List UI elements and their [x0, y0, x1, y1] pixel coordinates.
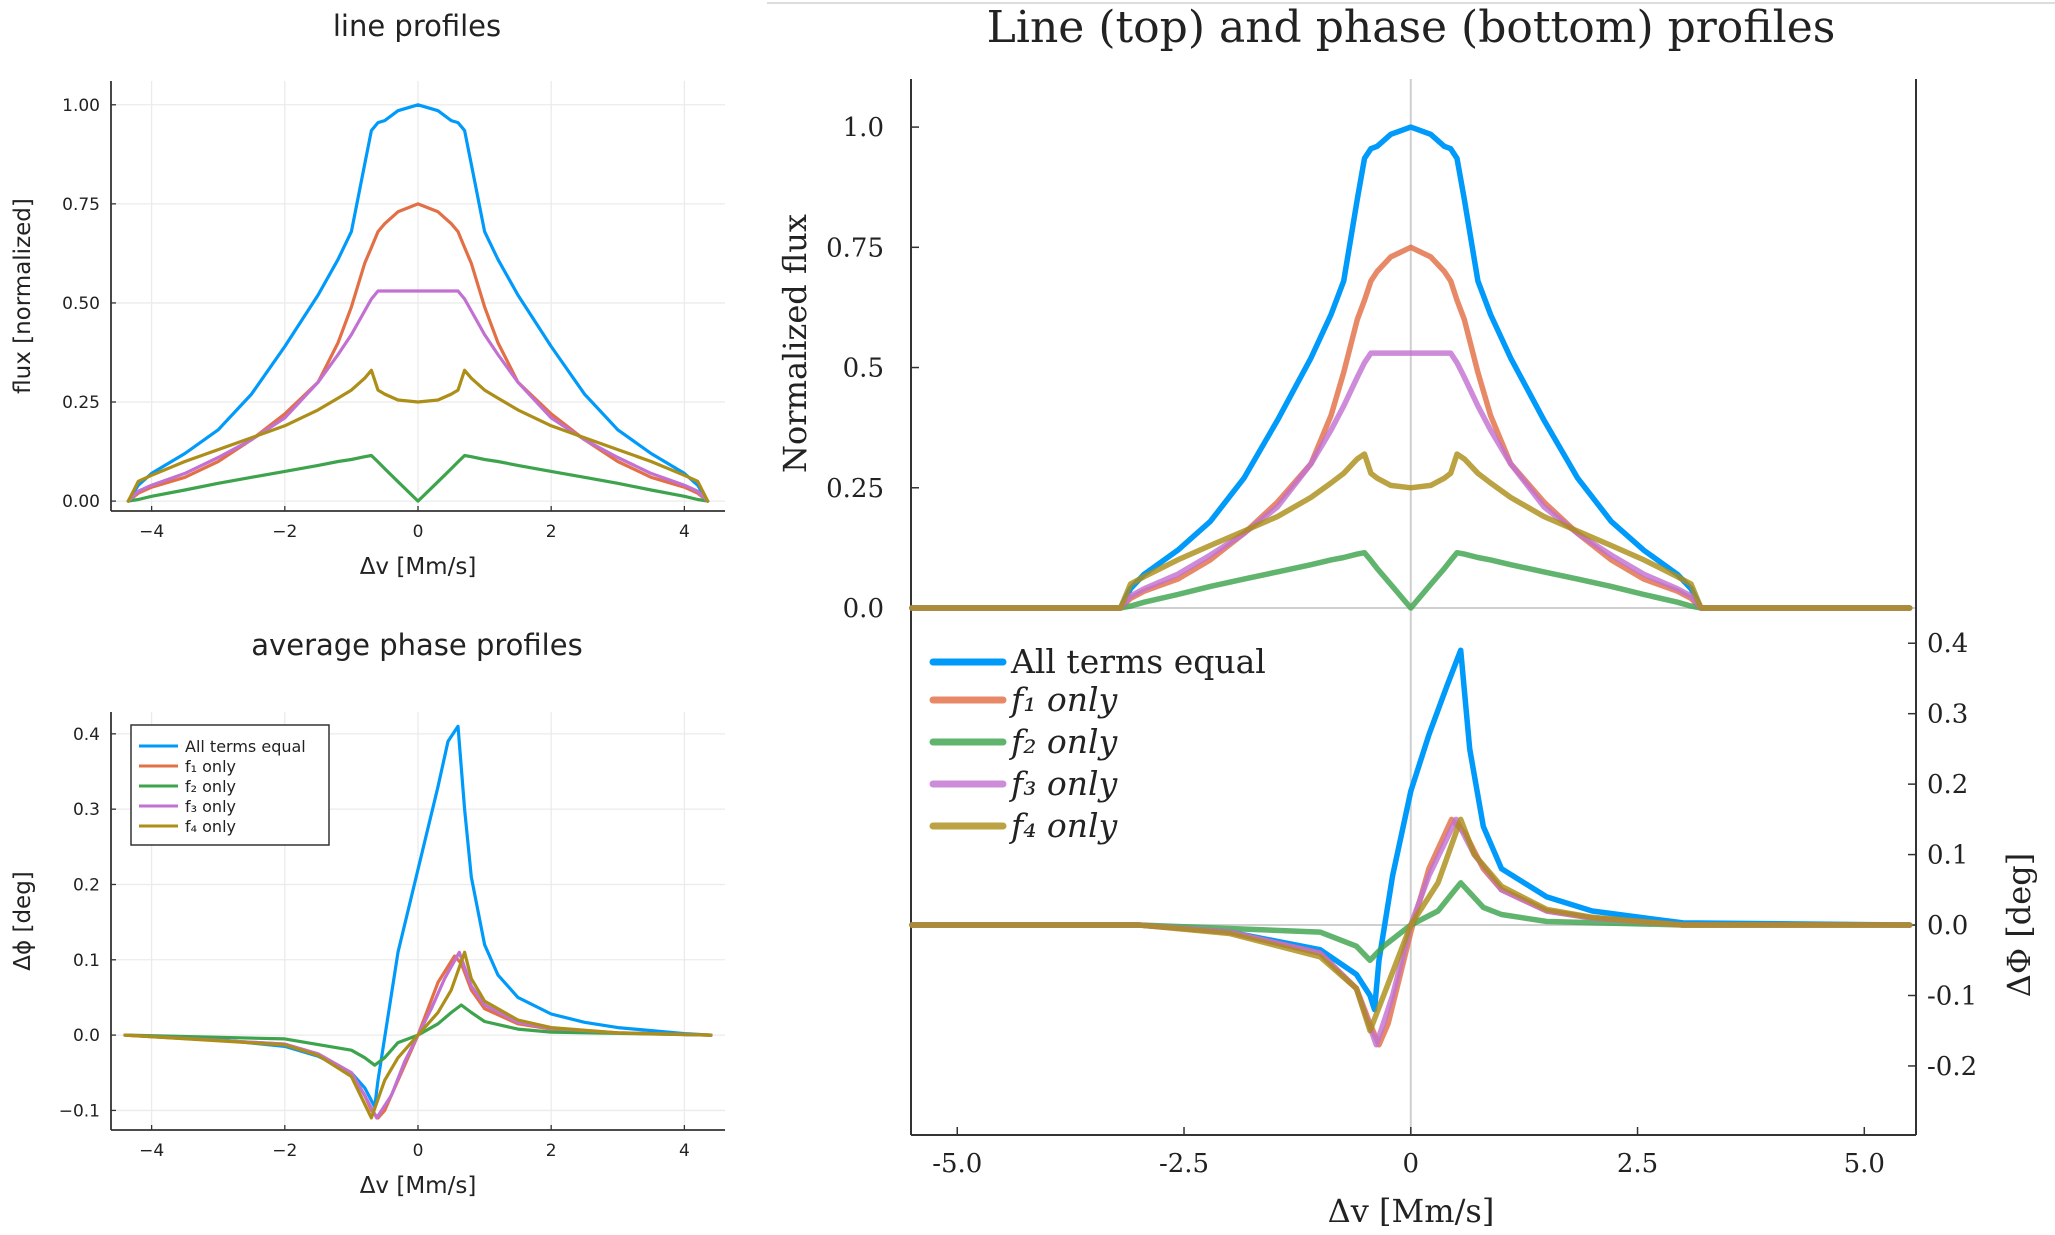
x-axis-label: Δv [Mm/s] — [360, 1173, 477, 1199]
legend-label: f₃ only — [185, 797, 236, 816]
series-line-3 — [123, 1003, 713, 1067]
flux-y-tick-label: 0.0 — [843, 594, 884, 624]
x-tick-label: 4 — [679, 1141, 690, 1161]
flux-axis-label: Normalized flux — [776, 214, 814, 473]
flux-series-line-3 — [909, 549, 1913, 611]
series-line-4 — [126, 289, 710, 503]
flux-y-tick-label: 1.0 — [843, 113, 884, 143]
phase-series-line-1 — [909, 647, 1913, 1013]
phase-y-tick-label: -0.1 — [1927, 982, 1977, 1012]
series-line-5 — [123, 950, 713, 1120]
series-line-3 — [126, 453, 710, 503]
legend-label: f₄ only — [185, 817, 236, 836]
phase-series-line-3 — [909, 880, 1913, 964]
x-axis-label: Δv [Mm/s] — [360, 554, 477, 580]
x-tick-label: 0 — [413, 1141, 424, 1161]
flux-series-line-5 — [909, 451, 1913, 611]
y-tick-label: 0.50 — [62, 294, 100, 314]
phase-y-tick-label: 0.3 — [1927, 700, 1968, 730]
y-tick-label: 0.2 — [73, 875, 100, 895]
y-tick-label: 0.0 — [73, 1026, 100, 1046]
y-tick-label: 1.00 — [62, 96, 100, 116]
x-axis-label: Δv [Mm/s] — [1328, 1192, 1495, 1230]
legend-label: f₃ only — [1008, 764, 1118, 803]
y-tick-label: 0.1 — [73, 951, 100, 971]
x-tick-label: 2 — [546, 522, 557, 542]
phase-y-tick-label: 0.2 — [1927, 770, 1968, 800]
x-tick-label: -5.0 — [932, 1149, 982, 1179]
x-tick-label: −4 — [139, 1141, 164, 1161]
legend-label: f₁ only — [185, 757, 236, 776]
flux-series-line-1 — [909, 124, 1913, 611]
x-tick-label: 4 — [679, 522, 690, 542]
flux-y-tick-label: 0.75 — [826, 233, 884, 263]
x-tick-label: 2.5 — [1617, 1149, 1658, 1179]
x-tick-label: 2 — [546, 1141, 557, 1161]
chart-title: line profiles — [333, 9, 501, 43]
series-line-5 — [126, 368, 710, 503]
y-axis-label: Δϕ [deg] — [10, 871, 36, 971]
phase-axis-label: ΔΦ [deg] — [2000, 853, 2038, 997]
average-phase-profiles-chart: average phase profiles −4 −2 0 2 4 −0.1 0.0 0.1 0… — [10, 628, 725, 1199]
y-tick-label: −0.1 — [59, 1101, 100, 1121]
y-tick-label: 0.4 — [73, 725, 100, 745]
y-axis-label: flux [normalized] — [10, 198, 36, 394]
flux-y-tick-label: 0.5 — [843, 354, 884, 384]
x-tick-label: 0 — [413, 522, 424, 542]
flux-series-line-4 — [909, 350, 1913, 611]
phase-series-line-5 — [909, 816, 1913, 1034]
y-tick-label: 0.3 — [73, 800, 100, 820]
y-tick-label: 0.25 — [62, 393, 100, 413]
x-tick-label: −2 — [272, 522, 297, 542]
x-tick-label: -2.5 — [1159, 1149, 1209, 1179]
phase-y-tick-label: -0.2 — [1927, 1052, 1977, 1082]
chart-title: Line (top) and phase (bottom) profiles — [987, 2, 1836, 53]
phase-y-tick-label: 0.4 — [1927, 629, 1968, 659]
series-line-4 — [123, 950, 713, 1120]
phase-y-tick-label: 0.0 — [1927, 911, 1968, 941]
x-tick-label: 5.0 — [1844, 1149, 1885, 1179]
flux-y-tick-label: 0.25 — [826, 474, 884, 504]
legend-label: f₄ only — [1008, 806, 1118, 845]
combined-profiles-chart: Line (top) and phase (bottom) profiles -5… — [776, 2, 2038, 1230]
x-tick-label: −2 — [272, 1141, 297, 1161]
legend-label: f₂ only — [185, 777, 236, 796]
chart-title: average phase profiles — [251, 628, 582, 662]
legend-label: f₁ only — [1008, 680, 1118, 719]
y-tick-label: 0.00 — [62, 492, 100, 512]
x-tick-label: 0 — [1403, 1149, 1420, 1179]
legend-label: f₂ only — [1008, 722, 1118, 761]
legend-label: All terms equal — [185, 737, 306, 756]
x-tick-label: −4 — [139, 522, 164, 542]
y-tick-label: 0.75 — [62, 195, 100, 215]
legend-label: All terms equal — [1010, 642, 1266, 681]
series-line-1 — [126, 103, 710, 503]
phase-y-tick-label: 0.1 — [1927, 841, 1968, 871]
line-profiles-chart: line profiles −4 −2 0 2 4 0.00 0.25 0.50 0.75 1.00… — [10, 9, 725, 580]
